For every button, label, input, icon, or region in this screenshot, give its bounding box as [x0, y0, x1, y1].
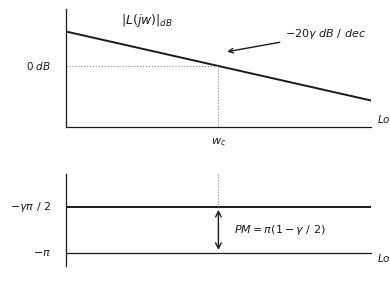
Text: $-20\gamma\ dB\ /\ dec$: $-20\gamma\ dB\ /\ dec$	[229, 27, 367, 53]
Text: $-\gamma\pi\ /\ 2$: $-\gamma\pi\ /\ 2$	[9, 200, 51, 214]
Text: $0\ dB$: $0\ dB$	[26, 60, 51, 72]
Text: $|L(jw)|_{dB}$: $|L(jw)|_{dB}$	[121, 12, 173, 29]
Text: $w_c$: $w_c$	[211, 136, 226, 148]
Text: $Log\ (w$: $Log\ (w$	[377, 252, 390, 266]
Text: $-\pi$: $-\pi$	[33, 248, 51, 258]
Text: $PM = \pi(1 - \gamma\ /\ 2)$: $PM = \pi(1 - \gamma\ /\ 2)$	[234, 223, 325, 237]
Text: $Log(w)$: $Log(w)$	[377, 113, 390, 127]
